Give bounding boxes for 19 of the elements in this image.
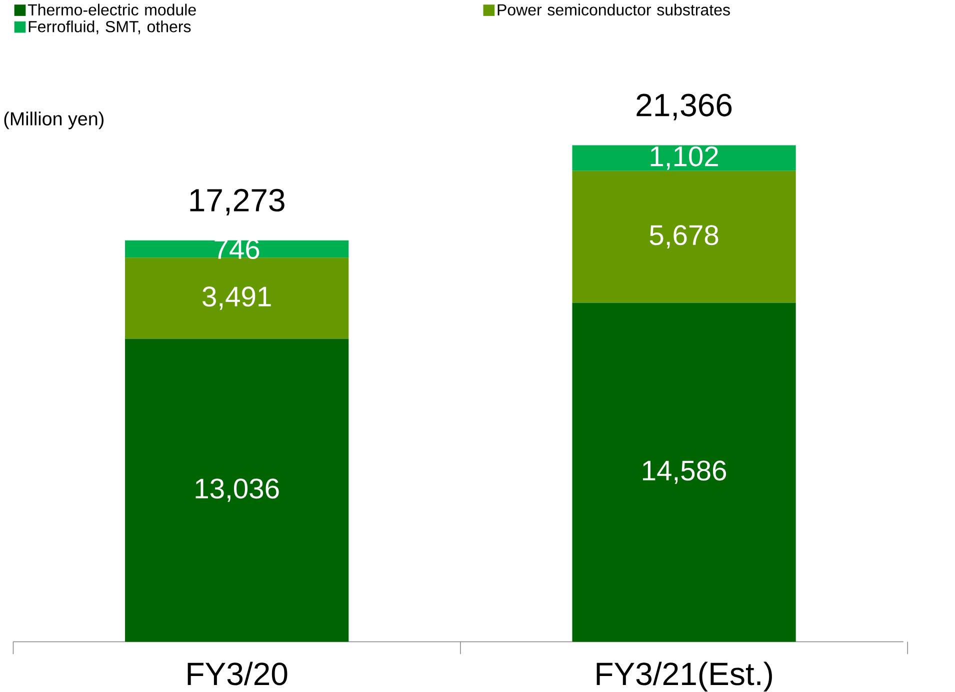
legend-label: Ferrofluid, SMT, others (28, 20, 191, 34)
legend-label: Thermo-electric module (28, 4, 196, 16)
data-label: 3,491 (202, 286, 271, 310)
data-label: 13,036 (196, 478, 279, 502)
bar (125, 258, 349, 339)
legend-label: Power semiconductor substrates (498, 4, 730, 16)
total-label: 21,366 (636, 94, 732, 120)
x-tick-label: FY3/21(Est.) (596, 662, 772, 692)
bar (125, 339, 349, 642)
bar (125, 240, 349, 258)
data-label: 14,586 (642, 460, 726, 484)
bar (572, 302, 796, 642)
data-label: 1,102 (650, 146, 718, 170)
bar (572, 171, 796, 303)
x-tick-label: FY3/20 (188, 662, 288, 686)
bar (572, 145, 796, 172)
data-label: 5,678 (650, 225, 718, 249)
total-label: 17,273 (190, 189, 284, 216)
y-axis-title: (Million yen) (4, 112, 104, 130)
